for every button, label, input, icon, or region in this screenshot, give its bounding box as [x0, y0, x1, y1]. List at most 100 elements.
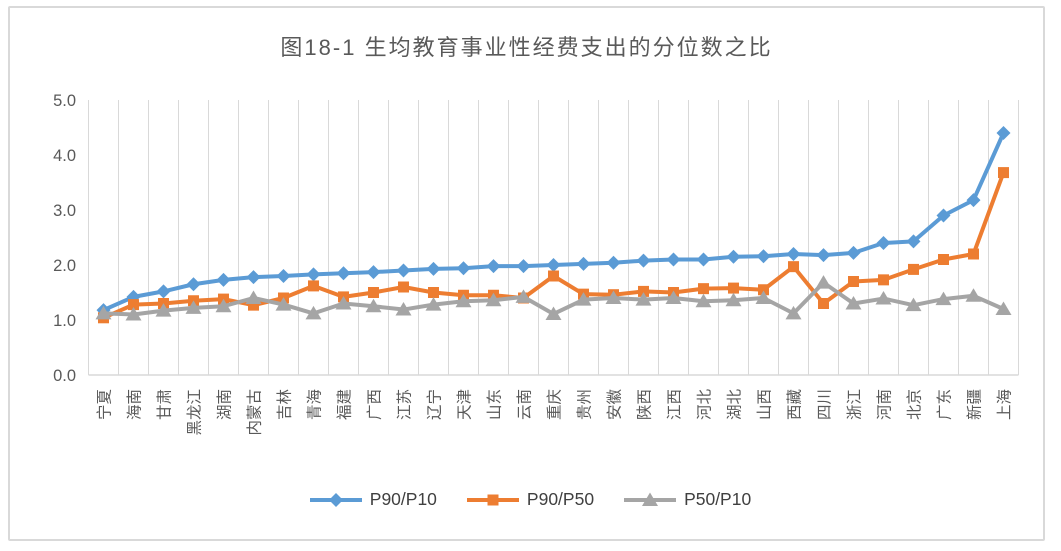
series-p90-p10-point: [246, 270, 261, 285]
series-p90-p50-point: [698, 283, 709, 295]
series-p90-p50-point: [908, 263, 919, 275]
series-p90-p10-point: [636, 253, 651, 268]
x-tick-label: 陕西: [636, 389, 654, 420]
series-p90-p10-point: [486, 259, 501, 274]
series-p90-p10-point: [546, 258, 561, 272]
series-p50-p10-point: [95, 305, 112, 320]
x-tick-label: 河南: [876, 389, 894, 420]
x-tick-label: 贵州: [576, 389, 594, 420]
series-p90-p10-point: [216, 272, 231, 287]
series-p90-p10-point: [336, 266, 351, 281]
series-p90-p50-point: [368, 287, 379, 298]
series-p90-p50-point: [998, 167, 1009, 179]
series-p50-p10-point: [515, 289, 532, 303]
x-tick-label: 辽宁: [426, 389, 444, 420]
x-tick-label: 海南: [126, 389, 144, 420]
series-p90-p10-point: [786, 247, 801, 261]
series-p90-p10-point: [366, 265, 381, 280]
series-p50-p10-point: [455, 293, 472, 308]
series-p90-p50-point: [818, 298, 829, 309]
series-p50-p10-point: [785, 305, 802, 320]
x-tick-label: 天津: [456, 389, 474, 420]
legend-marker-square-icon: [466, 494, 519, 505]
series-p50-p10-point: [965, 288, 982, 302]
y-tick-label: 0.0: [53, 367, 76, 385]
series-p90-p10-point: [906, 234, 921, 249]
series-p90-p50-point: [428, 287, 439, 298]
series-p50-p10-point: [125, 307, 142, 321]
series-p50-p10-point: [905, 297, 922, 312]
x-tick-label: 重庆: [546, 389, 564, 420]
series-p90-p10-point: [726, 249, 741, 264]
x-tick-label: 山西: [756, 389, 774, 420]
series-p90-p10-point: [276, 269, 291, 283]
x-tick-label: 西藏: [786, 389, 804, 420]
series-p50-p10-point: [635, 292, 652, 306]
series-p90-p10-point: [756, 249, 771, 264]
series-p50-p10-point: [845, 296, 862, 310]
series-p90-p10-point: [996, 126, 1011, 140]
legend-label: P90/P50: [526, 489, 595, 509]
series-p90-p50-point: [548, 270, 559, 282]
series-p90-p50-point: [638, 285, 649, 297]
x-tick-label: 湖北: [726, 389, 744, 421]
x-tick-label: 湖南: [216, 389, 234, 420]
x-tick-label: 河北: [696, 389, 714, 421]
x-tick-label: 广东: [936, 389, 954, 420]
series-p90-p50-point: [308, 280, 319, 292]
series-p90-p10-point: [516, 259, 531, 274]
series-p90-p50-point: [128, 299, 139, 311]
series-p50-p10-point: [695, 293, 712, 308]
series-p50-p10-point: [305, 305, 322, 320]
series-p90-p10-point: [816, 248, 831, 263]
series-p50-p10-point: [995, 301, 1012, 315]
series-p50-p10-point: [395, 302, 412, 316]
series-p50-p10-point: [185, 300, 202, 314]
series-p90-p50-point: [848, 276, 859, 287]
series-p90-p50-point: [878, 274, 889, 286]
x-tick-label: 新疆: [966, 389, 984, 420]
x-tick-label: 江西: [666, 389, 684, 420]
series-p50-p10-point: [755, 290, 772, 304]
series-p90-p50-point: [728, 282, 739, 294]
legend-marker-diamond-icon: [309, 492, 362, 507]
series-p50-p10-point: [875, 291, 892, 305]
x-tick-label: 宁夏: [96, 389, 114, 421]
legend-label: P90/P10: [369, 489, 437, 509]
legend-item-p90-p50: P90/P50: [466, 489, 595, 510]
series-p50-p10-point: [485, 292, 502, 307]
x-tick-label: 浙江: [846, 389, 864, 420]
series-p90-p50-point: [248, 299, 259, 311]
series-p90-p10-point: [876, 236, 891, 250]
series-p50-p10-point: [605, 290, 622, 304]
series-p50-p10-point: [815, 275, 832, 289]
series-p50-p10-point: [155, 303, 172, 317]
series-p50-p10-point: [365, 298, 382, 313]
y-tick-label: 4.0: [53, 147, 76, 165]
x-tick-label: 甘肃: [156, 389, 174, 420]
series-p90-p50-point: [938, 254, 949, 265]
x-tick-label: 安徽: [606, 389, 624, 421]
legend-item-p90-p10: P90/P10: [309, 489, 437, 510]
y-tick-label: 3.0: [53, 202, 76, 220]
series-p90-p10-point: [846, 245, 861, 260]
series-p50-p10-point: [275, 297, 292, 311]
series-p90-p50-point: [758, 284, 769, 296]
series-p90-p10-point: [936, 208, 951, 223]
series-p50-p10-point: [665, 290, 682, 304]
series-p50-p10-point: [215, 298, 232, 313]
series-p90-p10-point: [666, 252, 681, 267]
x-tick-label: 北京: [906, 389, 924, 420]
x-tick-label: 广西: [366, 389, 384, 420]
x-tick-label: 山东: [486, 389, 504, 420]
legend: P90/P10 P90/P50 P50/P10: [0, 489, 1061, 510]
series-p50-p10-point: [425, 297, 442, 311]
legend-item-p50-p10: P50/P10: [624, 489, 751, 510]
x-tick-label: 四川: [817, 389, 834, 420]
x-tick-label: 内蒙古: [246, 389, 264, 436]
y-tick-label: 2.0: [53, 257, 76, 275]
legend-label: P50/P10: [684, 489, 752, 509]
series-p90-p10-point: [156, 284, 171, 299]
x-tick-label: 云南: [516, 389, 534, 420]
